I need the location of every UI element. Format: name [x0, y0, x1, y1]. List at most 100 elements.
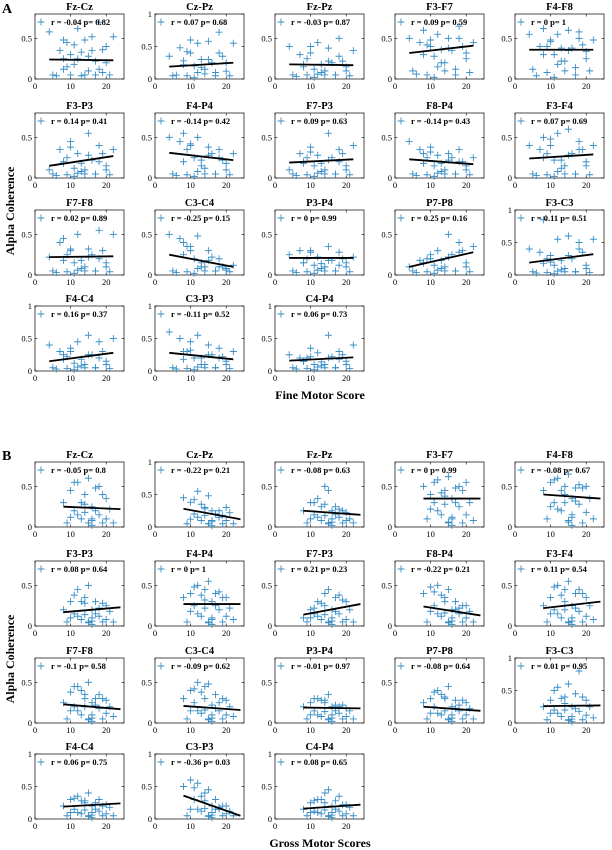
data-point: [208, 59, 216, 67]
data-point: [335, 261, 343, 269]
data-point: [462, 614, 470, 622]
data-point: [462, 478, 470, 486]
y-tick-label: 0: [148, 270, 152, 280]
data-point: [332, 503, 340, 511]
axes-box: [394, 112, 485, 179]
axes-box: [34, 657, 125, 724]
data-point: [561, 482, 569, 490]
data-point: [547, 594, 555, 602]
data-point: [317, 599, 325, 607]
data-point: [106, 364, 114, 372]
data-point: [63, 268, 71, 276]
y-tick-label: 0.5: [501, 686, 512, 696]
data-point: [102, 43, 110, 50]
data-point: [226, 171, 234, 179]
data-point: [430, 172, 438, 180]
subplot-fz-cz: Fz-Cz 0 10 20 0 0.5 r = -0.05 p= 0.8: [21, 450, 125, 539]
data-point: [543, 716, 551, 724]
data-point: [194, 581, 202, 589]
data-point: [59, 499, 67, 507]
fit-line: [543, 600, 601, 610]
data-point: [190, 699, 198, 707]
data-point: [201, 604, 209, 612]
y-tick-label: 0.5: [21, 782, 32, 792]
x-tick-label: 10: [186, 529, 195, 539]
x-tick-label: 20: [462, 529, 471, 539]
y-tick-label: 0: [508, 621, 512, 631]
subplot-title: F4-F8: [546, 2, 573, 13]
data-point: [324, 716, 332, 724]
data-point: [547, 135, 555, 143]
data-point: [324, 786, 332, 794]
data-point: [292, 269, 300, 277]
fit-line: [543, 704, 601, 707]
data-point: [215, 699, 223, 707]
data-point: [204, 247, 212, 255]
legend-marker: [277, 18, 285, 26]
x-tick-label: 10: [426, 277, 435, 287]
data-point: [321, 166, 329, 174]
data-point: [215, 606, 223, 614]
data-point: [550, 270, 558, 278]
data-point: [204, 786, 212, 794]
data-point: [335, 792, 343, 800]
data-point: [67, 707, 75, 715]
data-point: [92, 267, 100, 275]
y-tick-label: 0: [148, 74, 152, 84]
x-tick-label: 0: [513, 529, 517, 539]
data-point: [423, 171, 431, 179]
stat-annotation: r = 0.01 p= 0.95: [531, 661, 587, 671]
stat-annotation: r = 0.09 p= 0.59: [411, 17, 467, 27]
data-point: [84, 812, 92, 820]
data-point: [102, 616, 110, 623]
data-point: [77, 515, 85, 523]
data-point: [176, 137, 184, 145]
data-point: [201, 263, 209, 271]
x-tick-label: 0: [33, 373, 37, 383]
data-point: [349, 47, 357, 55]
data-point: [56, 348, 64, 355]
x-tick-label: 20: [222, 529, 231, 539]
data-point: [172, 172, 180, 180]
data-point: [582, 55, 590, 63]
data-point: [321, 590, 329, 597]
subplot-title: F3-F7: [426, 450, 453, 461]
data-point: [190, 510, 198, 518]
data-point: [67, 513, 75, 521]
data-point: [317, 503, 325, 511]
data-point: [194, 779, 202, 787]
legend-marker: [397, 662, 405, 670]
data-point: [321, 482, 329, 490]
subplot-c3-p3: C3-P3 0 10 20 0 0.5 1 r = -0.11 p= 0.52: [141, 294, 245, 383]
subplot-title: C4-P4: [306, 294, 335, 305]
legend-marker: [157, 18, 165, 26]
axes-box: [34, 461, 125, 528]
axes-box: [274, 209, 365, 276]
data-point: [77, 362, 85, 370]
data-point: [67, 614, 75, 622]
data-point: [84, 474, 92, 482]
data-point: [183, 243, 191, 251]
data-point: [452, 598, 460, 606]
data-point: [554, 474, 562, 482]
fit-line: [289, 63, 354, 67]
data-point: [106, 803, 114, 811]
data-point: [179, 594, 187, 602]
x-tick-label: 0: [513, 180, 517, 190]
data-point: [462, 699, 470, 707]
data-point: [307, 614, 315, 622]
y-tick-label: 0: [268, 173, 272, 183]
data-point: [349, 715, 357, 723]
data-point: [204, 143, 212, 151]
stat-annotation: r = 0 p= 1: [531, 17, 566, 27]
y-tick-label: 0.5: [21, 33, 32, 43]
data-point: [455, 503, 463, 511]
stat-annotation: r = 0.11 p= 0.54: [531, 564, 588, 574]
data-point: [346, 606, 354, 614]
data-point: [81, 599, 89, 607]
data-point: [70, 60, 78, 68]
data-point: [208, 150, 216, 158]
data-point: [102, 709, 110, 717]
data-point: [194, 678, 202, 686]
data-point: [222, 159, 230, 167]
